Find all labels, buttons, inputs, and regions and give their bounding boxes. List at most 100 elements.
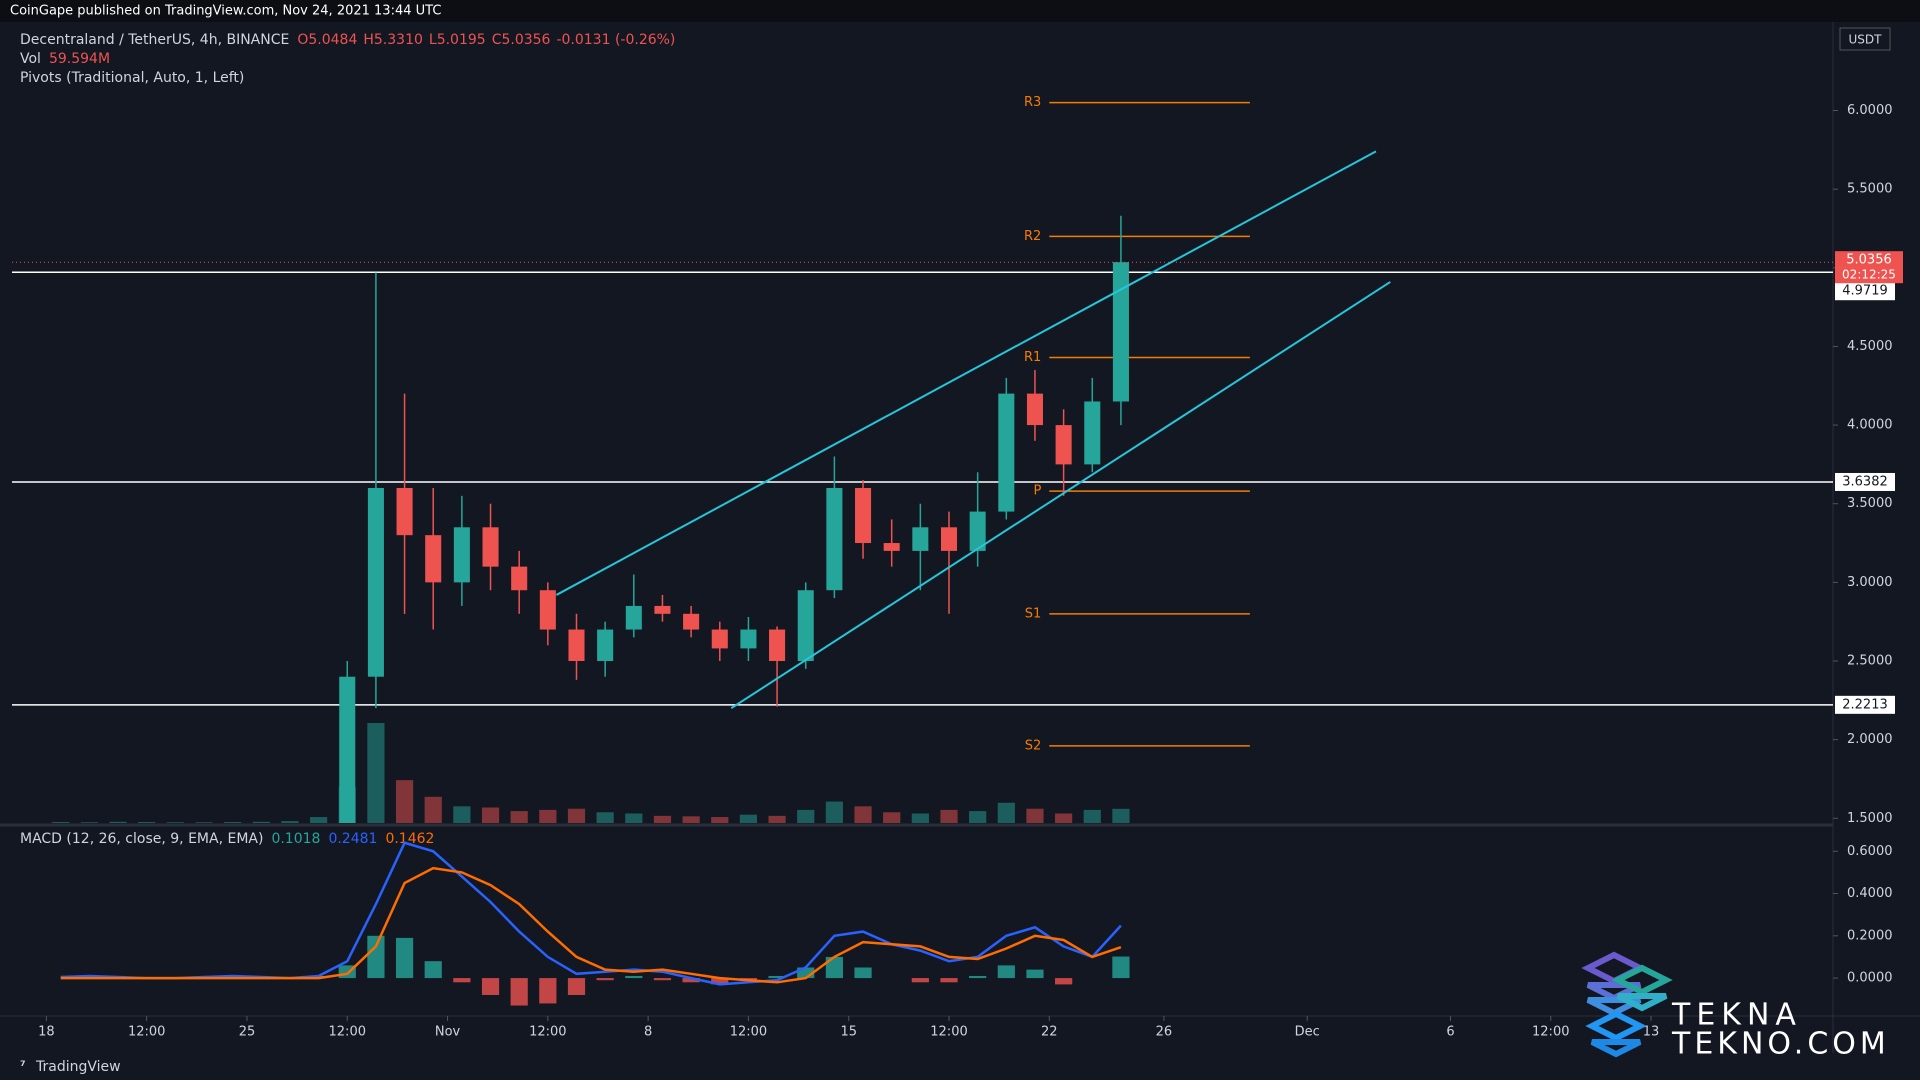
volume-bar [109,821,127,823]
candle-body [855,487,872,544]
candle-body [654,605,671,614]
pivot-label: S1 [1025,606,1042,621]
signal-value: 0.1462 [385,831,434,847]
candle-body [769,629,786,661]
x-tick-label: 12:00 [329,1025,366,1040]
ohlc: H5.3310 [363,32,423,48]
y-tick-label: 5.5000 [1847,182,1893,197]
macd-hist-value: 0.1018 [271,831,320,847]
hline-label-box [1835,472,1895,491]
last-price-label: 5.0356 [1846,253,1892,268]
volume-bar [997,802,1015,823]
volume-bar [768,815,786,823]
candle-body [912,527,929,551]
volume-bar [825,801,843,823]
pivots-label: Pivots (Traditional, Auto, 1, Left) [20,70,244,86]
macd-line [60,866,1122,984]
macd-legend: MACD (12, 26, close, 9, EMA, EMA) 0.1018 0… [20,831,434,847]
candle-body [1112,262,1129,402]
y-tick-label: 2.5000 [1847,653,1893,668]
candle-body [740,629,757,649]
volume-bar [596,812,614,823]
candle-body [940,527,958,551]
volume-bar [1112,808,1130,823]
candle-body [998,393,1015,512]
macd-y-tick-label: 0.4000 [1847,886,1893,901]
volume-bar [166,822,184,823]
macd-hist-bar [825,956,843,979]
macd-hist-bar [424,961,442,979]
candle-body [568,629,585,661]
x-tick-label: Dec [1295,1025,1320,1040]
candle-body [969,511,986,551]
logo-top: TEKNA [1671,998,1802,1033]
y-tick-label: 6.0000 [1847,103,1893,118]
volume-bar [138,822,156,823]
vol-line: Vol 59.594M [20,51,110,67]
macd-hist-bar [768,975,786,979]
y-tick-label: 3.5000 [1847,496,1893,511]
y-tick-label: 4.0000 [1847,418,1893,433]
currency-box [1839,27,1891,51]
volume-bar [711,817,729,823]
trendline [555,150,1377,596]
candle-body [396,487,413,536]
ohlc: L5.0195 [429,32,486,48]
hline-label: 4.9719 [1842,284,1888,299]
y-tick-label: 2.0000 [1847,732,1893,747]
macd-y-tick-label: 0.0000 [1847,971,1893,986]
candle-body [625,605,642,630]
candle-body [425,535,442,583]
axes: 1.5000 2.0000 2.5000 3.0000 3.5000 4.0000 4.50… [38,103,1903,1040]
currency: USDT [1849,33,1883,47]
footer: TradingView [35,1059,121,1075]
logo-cube [1586,997,1642,1017]
volume-bar [539,809,557,823]
volume-bar [854,806,872,823]
logo-cube [1586,982,1642,1002]
x-tick-label: 8 [644,1025,652,1040]
trendline [730,281,1391,710]
published: CoinGape published on TradingView.com, N… [10,4,441,19]
macd-hist-bar [711,978,729,985]
price-pane: R3 R2 R1 P S1 S2 [12,95,1833,823]
macd-hist-bar [682,978,700,983]
candle-body [826,487,843,591]
x-tick-label: 22 [1041,1025,1058,1040]
pivot-label: R1 [1024,350,1041,365]
x-tick-label: 12:00 [128,1025,165,1040]
x-tick-label: 6 [1446,1025,1454,1040]
x-tick-label: 26 [1156,1025,1173,1040]
candle-body [511,566,528,591]
macd-hist-bar [367,935,385,979]
volume-bar [739,814,758,823]
candle-body [453,527,470,583]
macd-hist-bar [797,967,815,979]
candle-body [1026,393,1043,426]
volume-bar [1055,813,1073,823]
volume-bar [52,822,70,823]
x-tick-label: 15 [840,1025,857,1040]
hline-label: 2.2213 [1842,697,1888,712]
candle-body [883,543,900,551]
volume-bar [481,807,500,823]
macd-y-tick-label: 0.2000 [1847,928,1893,943]
top-bar [0,0,1920,22]
y-tick-label: 1.5000 [1847,811,1893,826]
pivot-label: R2 [1024,229,1041,244]
macd-hist-bar [567,978,586,995]
volume-bar [911,813,929,823]
candle-body [482,527,499,567]
x-tick-label: 12:00 [730,1025,767,1040]
volume-bar [969,811,987,823]
ohlc: C5.0356 [492,32,551,48]
hline-label-box [1835,695,1895,714]
macd-hist-bar [596,978,614,981]
macd-label: MACD (12, 26, close, 9, EMA, EMA) [20,831,263,847]
volume-bar [252,821,270,823]
macd-hist-bar [940,978,958,983]
x-tick-label: 12:00 [1532,1025,1569,1040]
candle-body [683,613,700,630]
pivot-label: P [1033,484,1041,499]
